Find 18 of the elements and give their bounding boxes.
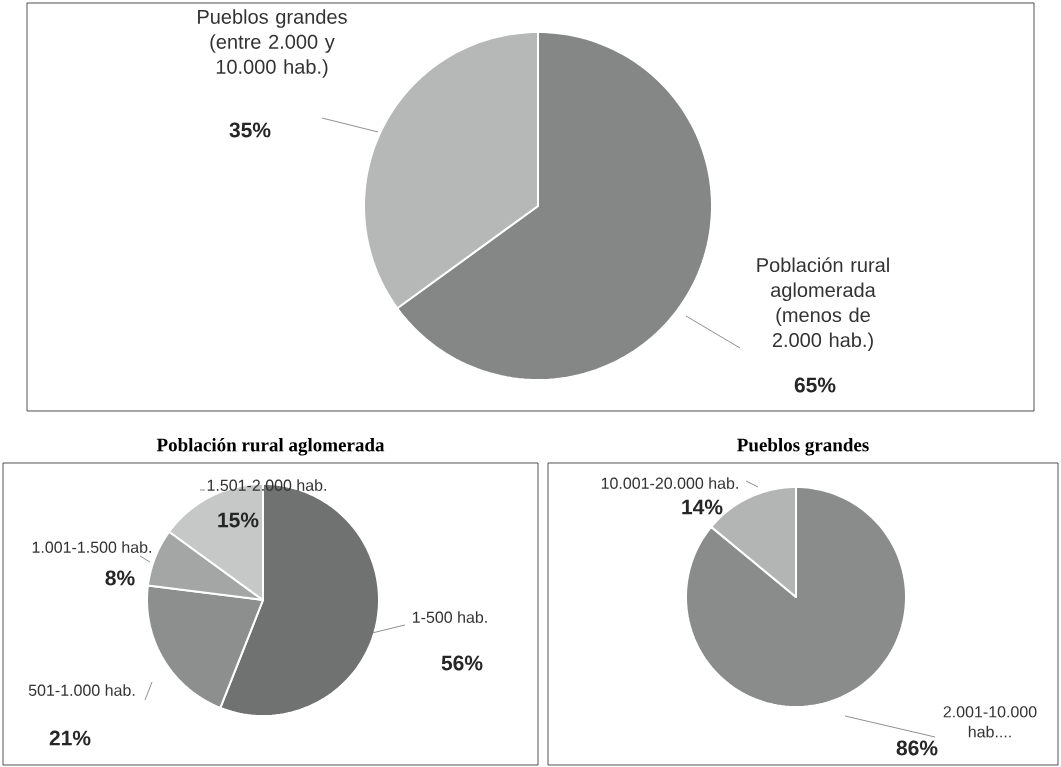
slice-label: 1.001-1.500 hab.	[32, 541, 151, 553]
data-label: 15%	[218, 512, 259, 528]
data-label: 65%	[794, 377, 836, 393]
slice-label: 2.001-10.000 hab....	[943, 706, 1037, 738]
slice-label: 1-500 hab.	[412, 611, 487, 623]
data-label: 86%	[896, 740, 938, 756]
slice-label: Pueblos grandes (entre 2.000 y 10.000 hab.)	[198, 9, 347, 78]
slice-label: 501-1.000 hab.	[28, 684, 135, 696]
chart-title: Pueblos grandes	[737, 438, 869, 456]
data-label: 35%	[229, 122, 271, 138]
data-label: 8%	[105, 570, 135, 586]
data-label: 21%	[49, 730, 91, 746]
chart-title: Población rural aglomerada	[156, 438, 385, 456]
data-label: 14%	[682, 499, 723, 515]
slice-label: 1.501-2.000 hab.	[207, 479, 326, 491]
data-label: 56%	[441, 655, 483, 671]
slice-label: 10.001-20.000 hab.	[601, 477, 738, 489]
slice-label: Población rural aglomerada (menos de 2.000 hab.)	[757, 257, 889, 352]
